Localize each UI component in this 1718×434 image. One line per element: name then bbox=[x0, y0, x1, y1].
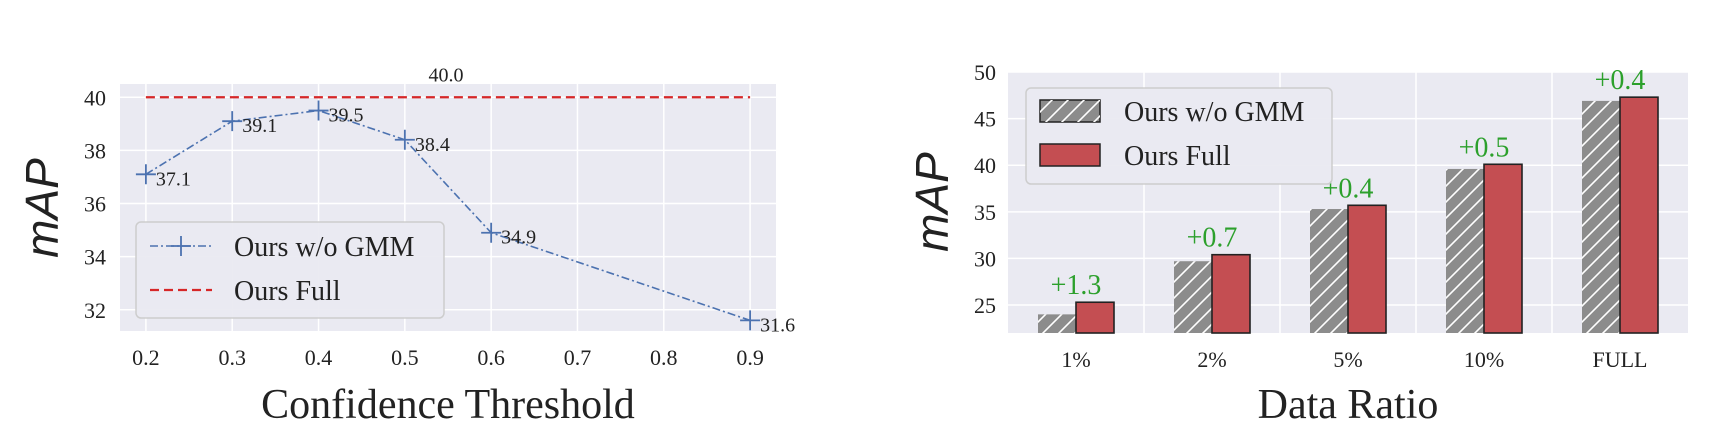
x-tick-label: 1% bbox=[1061, 347, 1090, 372]
x-tick-label: 0.9 bbox=[736, 345, 764, 370]
bar-hatch-ours-wo-gmm bbox=[1446, 168, 1484, 333]
x-tick-label: 0.8 bbox=[650, 345, 678, 370]
bar-ours-full bbox=[1075, 301, 1115, 334]
legend-label-bar-ours-wo-gmm: Ours w/o GMM bbox=[1124, 97, 1305, 128]
bar-chart-bars bbox=[1038, 96, 1659, 334]
bar-hatch-ours-wo-gmm bbox=[1174, 261, 1212, 333]
bar-chart-x-ticks: 1% 2% 5% 10% FULL bbox=[1061, 347, 1647, 372]
line-chart-y-axis-label: mAP bbox=[16, 158, 68, 258]
data-point-label: 39.1 bbox=[242, 115, 277, 137]
bar-chart-legend-box bbox=[1025, 87, 1333, 185]
increase-label: +1.3 bbox=[1051, 270, 1102, 301]
increase-label: +0.4 bbox=[1595, 65, 1646, 96]
y-tick-label: 38 bbox=[84, 138, 106, 163]
series-line-ours-wo-gmm bbox=[145, 109, 751, 322]
data-point-label: 34.9 bbox=[501, 227, 536, 249]
increase-label: +0.7 bbox=[1187, 223, 1238, 254]
y-tick-label: 40 bbox=[84, 85, 106, 110]
line-chart-legend: Ours w/o GMM Ours Full bbox=[135, 221, 445, 319]
line-chart-x-ticks: 0.2 0.3 0.4 0.5 0.6 0.7 0.8 0.9 bbox=[132, 345, 764, 370]
line-chart-point-labels: 37.1 39.1 39.5 38.4 34.9 31.6 bbox=[156, 105, 795, 337]
data-point-label: 37.1 bbox=[156, 168, 191, 190]
data-point-label: 39.5 bbox=[329, 105, 364, 127]
x-tick-label: 2% bbox=[1197, 347, 1226, 372]
y-tick-label: 34 bbox=[84, 245, 106, 270]
y-tick-label: 35 bbox=[974, 200, 996, 225]
legend-label-bar-ours-full: Ours Full bbox=[1124, 141, 1231, 172]
x-tick-label: 5% bbox=[1333, 347, 1362, 372]
bar-hatch-ours-wo-gmm bbox=[1310, 209, 1348, 333]
y-tick-label: 45 bbox=[974, 107, 996, 132]
bar-hatch-ours-wo-gmm bbox=[1038, 314, 1076, 333]
legend-label-ours-full: Ours Full bbox=[234, 276, 341, 307]
legend-label-ours-wo-gmm: Ours w/o GMM bbox=[234, 232, 415, 263]
x-tick-label: 0.4 bbox=[305, 345, 333, 370]
y-tick-label: 36 bbox=[84, 192, 106, 217]
bar-ours-full bbox=[1619, 96, 1659, 334]
legend-swatch-hatch-ours-wo-gmm bbox=[1040, 100, 1100, 122]
x-tick-label: 0.6 bbox=[477, 345, 505, 370]
data-point-marker bbox=[308, 100, 329, 121]
x-tick-label: FULL bbox=[1593, 347, 1648, 372]
line-chart-y-ticks: 32 34 36 38 40 bbox=[84, 85, 106, 322]
y-tick-label: 50 bbox=[974, 60, 996, 85]
bar-ours-full bbox=[1483, 163, 1523, 334]
y-tick-label: 25 bbox=[974, 293, 996, 318]
line-chart-legend-box bbox=[135, 221, 445, 319]
data-point-label: 38.4 bbox=[415, 134, 450, 156]
line-chart-markers bbox=[135, 100, 761, 331]
bar-chart-x-axis-label: Data Ratio bbox=[1258, 382, 1439, 428]
bar-chart: 25 30 35 40 45 50 1% 2% 5% 10% FULL +1.3 +0.7 +0.4 +… bbox=[906, 60, 1688, 428]
legend-swatch-ours-full bbox=[1039, 143, 1101, 167]
bar-chart-y-axis-label: mAP bbox=[906, 152, 958, 252]
x-tick-label: 0.7 bbox=[564, 345, 592, 370]
y-tick-label: 30 bbox=[974, 246, 996, 271]
x-tick-label: 10% bbox=[1464, 347, 1504, 372]
y-tick-label: 40 bbox=[974, 153, 996, 178]
y-tick-label: 32 bbox=[84, 298, 106, 323]
bar-chart-legend: Ours w/o GMM Ours Full bbox=[1025, 87, 1333, 185]
increase-label: +0.5 bbox=[1459, 132, 1510, 163]
data-point-label: 31.6 bbox=[760, 314, 795, 336]
bar-chart-increase-labels: +1.3+0.7+0.4+0.5+0.4 bbox=[1051, 65, 1646, 301]
bar-chart-y-ticks: 25 30 35 40 45 50 bbox=[974, 60, 996, 318]
data-point-marker bbox=[222, 111, 243, 132]
x-tick-label: 0.5 bbox=[391, 345, 419, 370]
data-point-marker bbox=[481, 222, 502, 243]
x-tick-label: 0.2 bbox=[132, 345, 160, 370]
data-point-marker bbox=[394, 129, 415, 150]
bar-ours-full bbox=[1211, 253, 1251, 334]
bar-hatch-ours-wo-gmm bbox=[1582, 100, 1620, 334]
x-tick-label: 0.3 bbox=[218, 345, 246, 370]
data-point-marker bbox=[740, 310, 761, 331]
line-chart-x-axis-label: Confidence Threshold bbox=[261, 382, 635, 428]
ours-full-value-label: 40.0 bbox=[429, 64, 464, 86]
bar-ours-full bbox=[1347, 204, 1387, 334]
data-point-marker bbox=[135, 164, 156, 185]
line-chart: 32 34 36 38 40 0.2 0.3 0.4 0.5 0.6 0.7 0.8 0.9 40.0… bbox=[16, 64, 795, 428]
legend-marker-ours-wo-gmm bbox=[171, 236, 191, 256]
